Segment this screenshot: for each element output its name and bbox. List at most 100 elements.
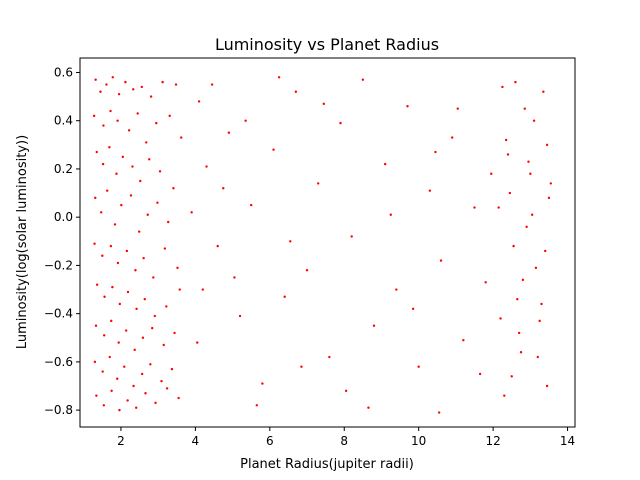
data-point	[115, 172, 118, 175]
data-point	[536, 355, 539, 359]
data-point	[272, 148, 275, 151]
data-point	[514, 80, 517, 84]
data-point	[222, 187, 225, 190]
data-point	[531, 213, 534, 216]
data-point	[102, 404, 106, 407]
x-tick-label: 2	[117, 434, 125, 448]
data-point	[163, 247, 167, 250]
data-point	[283, 295, 286, 298]
data-point	[450, 136, 454, 139]
data-point	[140, 372, 144, 376]
data-point	[161, 80, 164, 84]
data-point	[174, 83, 178, 86]
data-point	[92, 114, 96, 118]
data-point	[148, 158, 151, 161]
data-point	[361, 78, 365, 81]
x-axis-ticks: 2 4 6 8 10 12 14	[117, 427, 575, 448]
data-point	[478, 372, 482, 376]
data-point	[94, 196, 97, 200]
data-point	[126, 399, 129, 402]
data-point	[102, 334, 106, 337]
data-point	[151, 326, 154, 330]
data-point	[484, 281, 487, 284]
data-point	[519, 351, 523, 354]
y-tick-label: 0.4	[54, 114, 73, 128]
data-point	[244, 119, 247, 122]
data-point	[121, 155, 125, 159]
y-axis-ticks: −0.8 −0.6 −0.4 −0.2 0.0 0.2 0.4 0.6	[44, 65, 80, 417]
data-point	[139, 179, 142, 183]
data-point	[137, 230, 141, 233]
data-point	[116, 261, 120, 265]
data-point	[117, 341, 120, 344]
data-point	[328, 355, 331, 359]
data-point	[542, 90, 545, 93]
data-point	[532, 119, 536, 122]
data-point	[158, 170, 162, 173]
data-point	[294, 90, 298, 93]
data-point	[154, 401, 157, 405]
data-point	[512, 244, 515, 248]
data-point	[109, 109, 112, 113]
x-tick-label: 14	[560, 434, 575, 448]
data-point	[103, 295, 106, 298]
data-point	[111, 285, 114, 289]
data-point	[152, 276, 155, 279]
data-point	[109, 244, 113, 248]
data-point	[124, 80, 127, 84]
data-point	[529, 172, 532, 175]
data-point	[172, 187, 175, 190]
data-point	[549, 182, 553, 185]
data-point	[168, 114, 171, 118]
data-point	[165, 387, 169, 390]
data-point	[100, 211, 103, 214]
data-point	[197, 100, 201, 103]
y-axis-label: Luminosity(log(solar luminosity))	[15, 135, 30, 349]
x-axis-label: Planet Radius(jupiter radii)	[240, 457, 414, 472]
data-point	[180, 136, 183, 139]
data-point	[250, 203, 253, 207]
data-point	[101, 162, 105, 166]
data-point	[93, 242, 96, 245]
y-tick-label: −0.4	[44, 307, 73, 321]
data-point	[462, 338, 465, 342]
data-point	[120, 203, 123, 207]
data-point	[547, 196, 551, 200]
data-point	[135, 406, 138, 409]
data-point	[545, 143, 549, 147]
data-point	[389, 213, 392, 216]
data-point	[508, 191, 512, 195]
data-point	[134, 269, 137, 272]
data-point	[176, 266, 179, 270]
data-point	[105, 83, 108, 86]
data-point	[289, 240, 292, 243]
data-point	[143, 297, 146, 301]
data-point	[439, 259, 443, 262]
data-point	[367, 406, 370, 409]
data-point	[162, 343, 165, 347]
data-point	[101, 370, 104, 373]
x-tick-label: 8	[340, 434, 348, 448]
data-point	[160, 379, 163, 383]
data-point	[339, 121, 342, 125]
chart-title: Luminosity vs Planet Radius	[215, 35, 439, 54]
data-point	[490, 172, 493, 175]
data-point	[155, 121, 158, 125]
data-point	[534, 266, 538, 270]
data-point	[503, 394, 506, 397]
data-point	[113, 223, 117, 226]
data-point	[255, 404, 258, 407]
data-point	[141, 336, 145, 339]
data-point	[118, 408, 121, 412]
data-point	[94, 78, 97, 81]
data-point	[540, 302, 543, 306]
data-point	[145, 141, 148, 144]
data-point	[317, 182, 320, 185]
data-point	[116, 119, 119, 122]
data-point	[437, 411, 441, 414]
data-point	[395, 288, 398, 291]
data-point	[544, 249, 547, 253]
data-point	[277, 76, 281, 79]
y-tick-label: 0.0	[54, 210, 73, 224]
